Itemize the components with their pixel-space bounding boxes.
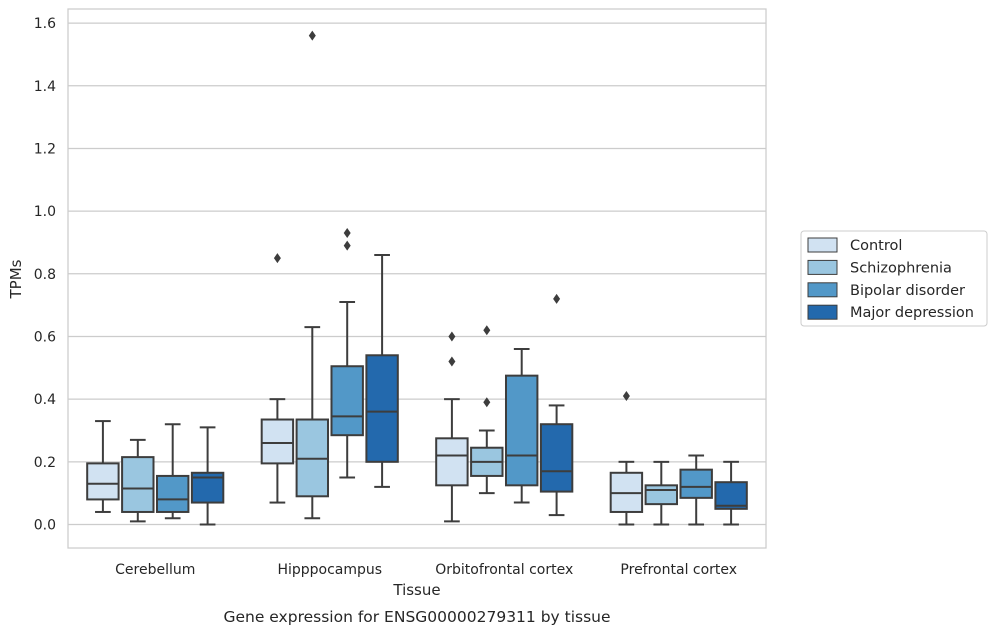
y-tick-label: 0.6 — [34, 329, 56, 345]
y-tick-label: 0.0 — [34, 517, 56, 533]
series-schizophrenia — [121, 30, 679, 526]
outlier-point — [448, 356, 456, 367]
box — [504, 374, 539, 487]
box — [539, 423, 574, 493]
legend-swatch — [807, 237, 838, 253]
legend-label: Control — [850, 238, 902, 254]
box — [86, 462, 120, 501]
box — [679, 468, 713, 499]
x-axis-label: Tissue — [392, 581, 440, 599]
y-tick-label: 1.6 — [34, 16, 56, 32]
series-control — [86, 253, 644, 526]
box — [714, 481, 748, 510]
outlier-point — [448, 331, 456, 342]
legend-swatch — [807, 282, 838, 298]
box — [260, 418, 295, 465]
legend: Control Schizophrenia Bipolar disorder Majo… — [800, 230, 988, 327]
outlier-point — [553, 293, 561, 304]
x-tick-label: Orbitofrontal cortex — [435, 562, 573, 578]
outlier-point — [343, 228, 351, 239]
x-tick-label: Hipppocampus — [277, 562, 382, 578]
outlier-point — [622, 391, 630, 402]
x-tick-label: Cerebellum — [115, 562, 195, 578]
y-axis-label: TPMs — [7, 259, 25, 299]
box-plot-series — [86, 30, 748, 526]
box — [365, 354, 399, 463]
box — [435, 437, 469, 487]
series-major-depression — [190, 253, 748, 526]
box — [155, 474, 190, 513]
y-tick-labels: 0.0 0.2 0.4 0.6 0.8 1.0 1.2 1.4 1.6 — [34, 16, 56, 533]
y-tick-label: 1.0 — [34, 204, 56, 220]
series-bipolar-disorder — [155, 228, 713, 526]
outlier-point — [343, 240, 351, 251]
legend-frame — [800, 230, 988, 327]
legend-swatch — [807, 259, 838, 275]
y-tick-label: 0.8 — [34, 267, 56, 283]
outlier-point — [483, 325, 491, 336]
box — [644, 484, 679, 506]
y-tick-label: 0.2 — [34, 455, 56, 471]
y-tick-label: 1.4 — [34, 79, 56, 95]
box — [330, 365, 364, 437]
outlier-point — [483, 397, 491, 408]
y-tick-label: 1.2 — [34, 141, 56, 157]
box — [121, 456, 155, 513]
legend-label: Schizophrenia — [850, 260, 952, 276]
y-tick-label: 0.4 — [34, 392, 56, 408]
plot-background — [67, 8, 767, 549]
outlier-point — [308, 30, 316, 41]
grid-lines — [68, 22, 766, 526]
x-tick-label: Prefrontal cortex — [620, 562, 737, 578]
legend-label: Major depression — [850, 305, 974, 321]
outlier-point — [273, 253, 281, 264]
x-tick-labels: Cerebellum Hipppocampus Orbitofrontal cort… — [115, 562, 737, 578]
legend-label: Bipolar disorder — [850, 283, 965, 299]
chart-caption: Gene expression for ENSG00000279311 by t… — [223, 608, 610, 626]
legend-swatch — [807, 304, 838, 320]
